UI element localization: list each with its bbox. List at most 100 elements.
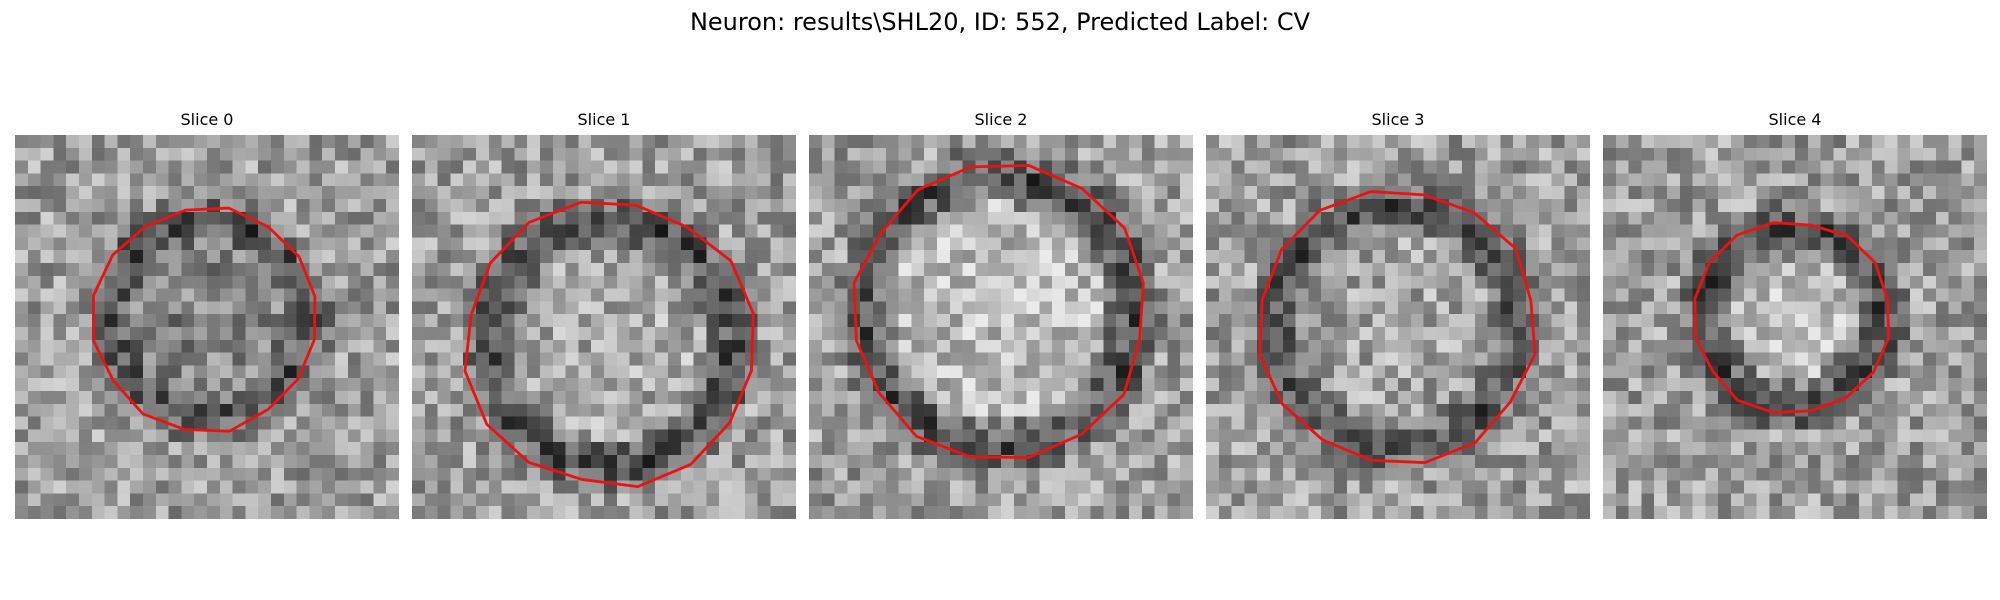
texture-pixel: [975, 429, 989, 443]
texture-pixel: [1948, 467, 1962, 481]
texture-pixel: [168, 263, 182, 277]
texture-pixel: [1462, 327, 1476, 341]
texture-pixel: [1308, 199, 1322, 213]
texture-pixel: [1154, 250, 1168, 264]
texture-pixel: [1065, 275, 1079, 289]
texture-pixel: [1257, 237, 1271, 251]
texture-pixel: [1449, 301, 1463, 315]
texture-pixel: [604, 391, 618, 405]
texture-pixel: [1180, 147, 1193, 161]
texture-pixel: [1167, 378, 1181, 392]
texture-pixel: [1346, 455, 1360, 469]
texture-pixel: [219, 160, 233, 174]
texture-pixel: [616, 429, 630, 443]
slice-panel-2: Slice 2: [809, 108, 1193, 519]
texture-pixel: [911, 506, 925, 519]
texture-pixel: [1564, 378, 1578, 392]
texture-pixel: [283, 467, 297, 481]
texture-pixel: [1961, 378, 1975, 392]
texture-pixel: [1487, 135, 1501, 149]
texture-pixel: [1846, 314, 1860, 328]
texture-pixel: [1231, 480, 1245, 494]
texture-pixel: [1615, 403, 1629, 417]
texture-pixel: [476, 455, 490, 469]
texture-pixel: [911, 237, 925, 251]
texture-pixel: [988, 506, 1002, 519]
texture-pixel: [27, 237, 41, 251]
texture-pixel: [27, 147, 41, 161]
texture-pixel: [412, 365, 426, 379]
texture-pixel: [1871, 186, 1885, 200]
texture-pixel: [66, 378, 80, 392]
texture-pixel: [437, 224, 451, 238]
texture-pixel: [1782, 288, 1796, 302]
texture-pixel: [1013, 378, 1027, 392]
texture-pixel: [1487, 352, 1501, 366]
texture-pixel: [1526, 263, 1540, 277]
texture-pixel: [40, 391, 54, 405]
texture-pixel: [463, 186, 477, 200]
texture-pixel: [1410, 288, 1424, 302]
texture-pixel: [988, 403, 1002, 417]
texture-pixel: [540, 416, 554, 430]
texture-pixel: [1474, 339, 1488, 353]
texture-pixel: [565, 224, 579, 238]
texture-pixel: [1807, 301, 1821, 315]
texture-pixel: [360, 339, 374, 353]
texture-pixel: [1935, 352, 1949, 366]
texture-pixel: [79, 275, 93, 289]
texture-pixel: [335, 275, 349, 289]
texture-pixel: [1244, 506, 1258, 519]
texture-pixel: [1359, 301, 1373, 315]
texture-pixel: [1667, 288, 1681, 302]
texture-pixel: [322, 352, 336, 366]
texture-pixel: [744, 237, 758, 251]
texture-pixel: [1718, 173, 1732, 187]
texture-pixel: [1961, 275, 1975, 289]
texture-pixel: [1731, 493, 1745, 507]
texture-pixel: [1385, 275, 1399, 289]
texture-pixel: [1231, 429, 1245, 443]
texture-pixel: [1718, 186, 1732, 200]
texture-pixel: [514, 173, 528, 187]
texture-pixel: [66, 403, 80, 417]
texture-pixel: [1077, 314, 1091, 328]
texture-pixel: [1743, 339, 1757, 353]
texture-pixel: [1180, 314, 1193, 328]
texture-pixel: [168, 327, 182, 341]
texture-pixel: [1743, 160, 1757, 174]
texture-pixel: [552, 365, 566, 379]
texture-pixel: [1795, 173, 1809, 187]
texture-pixel: [476, 352, 490, 366]
texture-pixel: [1961, 403, 1975, 417]
texture-pixel: [1449, 160, 1463, 174]
texture-pixel: [194, 403, 208, 417]
texture-pixel: [1705, 237, 1719, 251]
texture-pixel: [143, 250, 157, 264]
texture-pixel: [1679, 442, 1693, 456]
texture-pixel: [1167, 506, 1181, 519]
texture-pixel: [258, 301, 272, 315]
texture-pixel: [744, 506, 758, 519]
texture-pixel: [1500, 327, 1514, 341]
texture-pixel: [1372, 237, 1386, 251]
texture-pixel: [1334, 378, 1348, 392]
texture-pixel: [680, 263, 694, 277]
texture-pixel: [1833, 403, 1847, 417]
texture-pixel: [130, 467, 144, 481]
texture-pixel: [1654, 391, 1668, 405]
texture-pixel: [1090, 186, 1104, 200]
texture-pixel: [143, 467, 157, 481]
texture-pixel: [347, 352, 361, 366]
texture-pixel: [1935, 455, 1949, 469]
texture-pixel: [79, 211, 93, 225]
texture-pixel: [1769, 186, 1783, 200]
texture-pixel: [1526, 378, 1540, 392]
texture-pixel: [1436, 339, 1450, 353]
texture-pixel: [988, 263, 1002, 277]
texture-pixel: [911, 327, 925, 341]
texture-pixel: [885, 327, 899, 341]
texture-pixel: [1244, 429, 1258, 443]
texture-pixel: [412, 403, 426, 417]
texture-pixel: [1692, 186, 1706, 200]
